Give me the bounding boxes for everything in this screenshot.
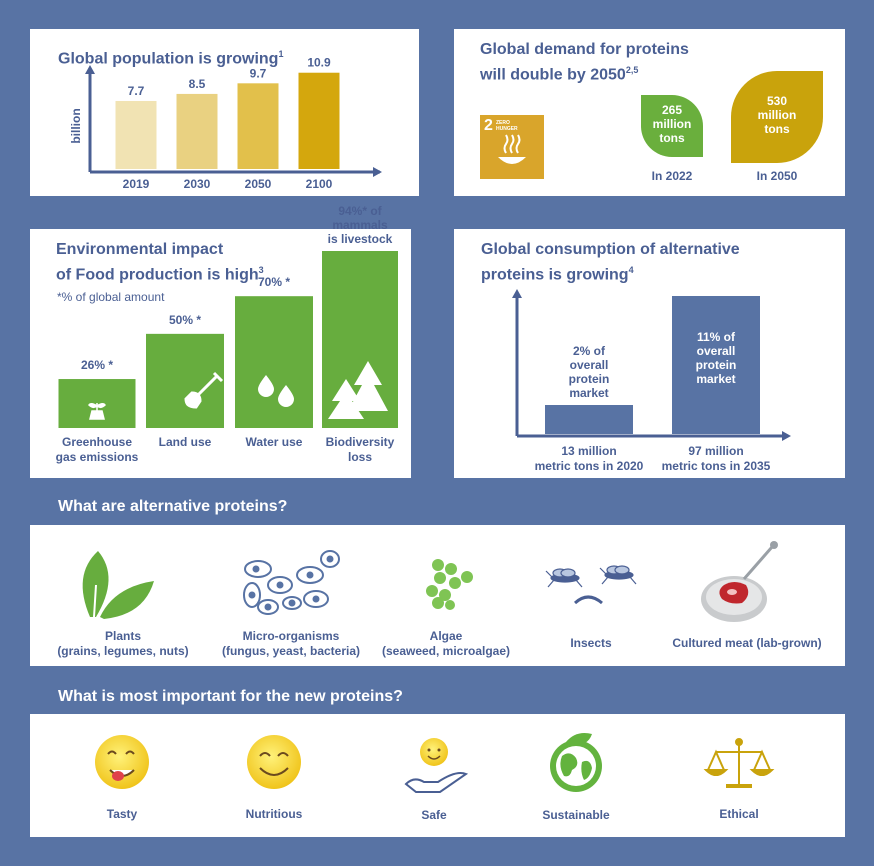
alt-item-plants-name: Plants bbox=[105, 629, 141, 643]
consumption-x-arrow bbox=[782, 431, 791, 441]
environment-cat-3-0: Biodiversity bbox=[326, 435, 395, 449]
leaf-2022-year: In 2022 bbox=[651, 169, 693, 183]
ethical-icon bbox=[703, 738, 775, 788]
environment-value-3: 94%* of bbox=[338, 204, 382, 218]
consumption-cat2-1: metric tons in 2035 bbox=[662, 459, 771, 473]
environment-value-1: 50% * bbox=[169, 313, 201, 327]
consumption-panel: Global consumption of alternative protei… bbox=[454, 229, 845, 478]
population-chart: billion 7.7 2019 8.5 2030 9.7 2050 10.9 2100 bbox=[69, 56, 382, 191]
important-heading: What is most important for the new prote… bbox=[58, 688, 403, 705]
leaf-2022 bbox=[641, 95, 703, 157]
leaf-2050-year: In 2050 bbox=[756, 169, 798, 183]
environment-panel: Environmental impact of Food production … bbox=[30, 204, 411, 478]
sdg-zero-hunger-icon: 2 ZERO HUNGER bbox=[480, 115, 544, 179]
environment-cat-2-0: Water use bbox=[246, 435, 303, 449]
micro-organisms-icon bbox=[243, 550, 340, 615]
environment-value-3-line-0: mammals bbox=[332, 218, 388, 232]
population-value-2019: 7.7 bbox=[128, 84, 145, 98]
population-x-arrow bbox=[373, 167, 382, 177]
population-panel: Global population is growing1 billion 7.7… bbox=[30, 29, 419, 196]
demand-title: Global demand for proteins will double b… bbox=[480, 41, 689, 84]
population-bar-2100 bbox=[298, 72, 340, 169]
demand-panel: Global demand for proteins will double b… bbox=[454, 29, 845, 196]
important-ethical-label: Ethical bbox=[719, 807, 758, 821]
environment-bar-2 bbox=[235, 296, 313, 428]
population-value-2100: 10.9 bbox=[307, 56, 331, 70]
nutritious-icon bbox=[247, 735, 301, 789]
sustainable-icon bbox=[550, 733, 602, 792]
alt-proteins-panel: Plants (grains, legumes, nuts) Micro-org… bbox=[30, 525, 845, 666]
consumption-bar1-text-3: market bbox=[569, 386, 608, 400]
important-sustainable-label: Sustainable bbox=[542, 808, 610, 822]
population-value-2050: 9.7 bbox=[250, 66, 267, 80]
environment-note: *% of global amount bbox=[57, 290, 165, 304]
alt-item-algae-detail: (seaweed, microalgae) bbox=[382, 644, 510, 658]
consumption-bar1-text-1: overall bbox=[570, 358, 609, 372]
safe-icon bbox=[404, 738, 469, 793]
important-safe-label: Safe bbox=[421, 808, 447, 822]
population-bar-2030 bbox=[176, 93, 218, 169]
algae-icon bbox=[426, 559, 473, 610]
alt-item-meat-name: Cultured meat (lab-grown) bbox=[672, 636, 821, 650]
consumption-bar2-text-3: market bbox=[696, 372, 735, 386]
alt-proteins-heading: What are alternative proteins? bbox=[58, 498, 288, 515]
alt-item-plants-detail: (grains, legumes, nuts) bbox=[57, 644, 188, 658]
shovel-icon bbox=[184, 371, 224, 409]
population-tick-2030: 2030 bbox=[184, 177, 211, 191]
leaf-2022-label: 265 million tons bbox=[652, 103, 692, 145]
consumption-cat2-0: 97 million bbox=[688, 444, 743, 458]
water-drops-icon bbox=[258, 375, 294, 407]
consumption-bar-2020 bbox=[545, 405, 633, 434]
environment-cat-3-1: loss bbox=[348, 450, 372, 464]
important-panel: Tasty Nutritious Safe Sustainable Ethica… bbox=[30, 714, 845, 837]
environment-value-0: 26% * bbox=[81, 358, 113, 372]
consumption-y-arrow bbox=[512, 289, 522, 298]
population-bar-2019 bbox=[115, 100, 157, 169]
environment-value-2: 70% * bbox=[258, 275, 290, 289]
tasty-icon bbox=[95, 735, 149, 789]
consumption-bar2-text-0: 11% of bbox=[697, 330, 736, 344]
cultured-meat-icon bbox=[701, 541, 778, 622]
consumption-cat1-1: metric tons in 2020 bbox=[535, 459, 644, 473]
forest-icon bbox=[328, 361, 388, 419]
population-ylabel: billion bbox=[69, 108, 83, 143]
consumption-bar2-text-1: overall bbox=[697, 344, 736, 358]
population-y-arrow bbox=[85, 65, 95, 74]
leaf-2050 bbox=[731, 71, 823, 163]
population-value-2030: 8.5 bbox=[189, 77, 206, 91]
insects-icon bbox=[545, 565, 637, 605]
environment-cat-0-1: gas emissions bbox=[56, 450, 139, 464]
alt-item-micro-detail: (fungus, yeast, bacteria) bbox=[222, 644, 360, 658]
consumption-bar1-text-0: 2% of bbox=[573, 344, 606, 358]
consumption-title: Global consumption of alternative protei… bbox=[481, 241, 740, 284]
population-title: Global population is growing1 bbox=[58, 49, 284, 68]
plants-icon bbox=[82, 551, 154, 619]
leaf-2050-label: 530 million tons bbox=[757, 94, 797, 136]
environment-title: Environmental impact of Food production … bbox=[56, 241, 264, 284]
alt-item-micro-name: Micro-organisms bbox=[243, 629, 340, 643]
plant-pot-icon bbox=[88, 402, 106, 420]
consumption-bar2-text-2: protein bbox=[696, 358, 737, 372]
consumption-bar-2035 bbox=[672, 296, 760, 434]
alt-item-algae-name: Algae bbox=[430, 629, 463, 643]
important-tasty-label: Tasty bbox=[107, 807, 138, 821]
consumption-bar1-text-2: protein bbox=[569, 372, 610, 386]
population-tick-2100: 2100 bbox=[306, 177, 333, 191]
alt-item-insects-name: Insects bbox=[570, 636, 612, 650]
population-tick-2019: 2019 bbox=[123, 177, 150, 191]
important-nutritious-label: Nutritious bbox=[246, 807, 303, 821]
population-tick-2050: 2050 bbox=[245, 177, 272, 191]
consumption-cat1-0: 13 million bbox=[561, 444, 616, 458]
environment-cat-1-0: Land use bbox=[159, 435, 212, 449]
environment-cat-0-0: Greenhouse bbox=[62, 435, 132, 449]
environment-value-3-line-1: is livestock bbox=[328, 232, 393, 246]
population-bar-2050 bbox=[237, 83, 279, 169]
